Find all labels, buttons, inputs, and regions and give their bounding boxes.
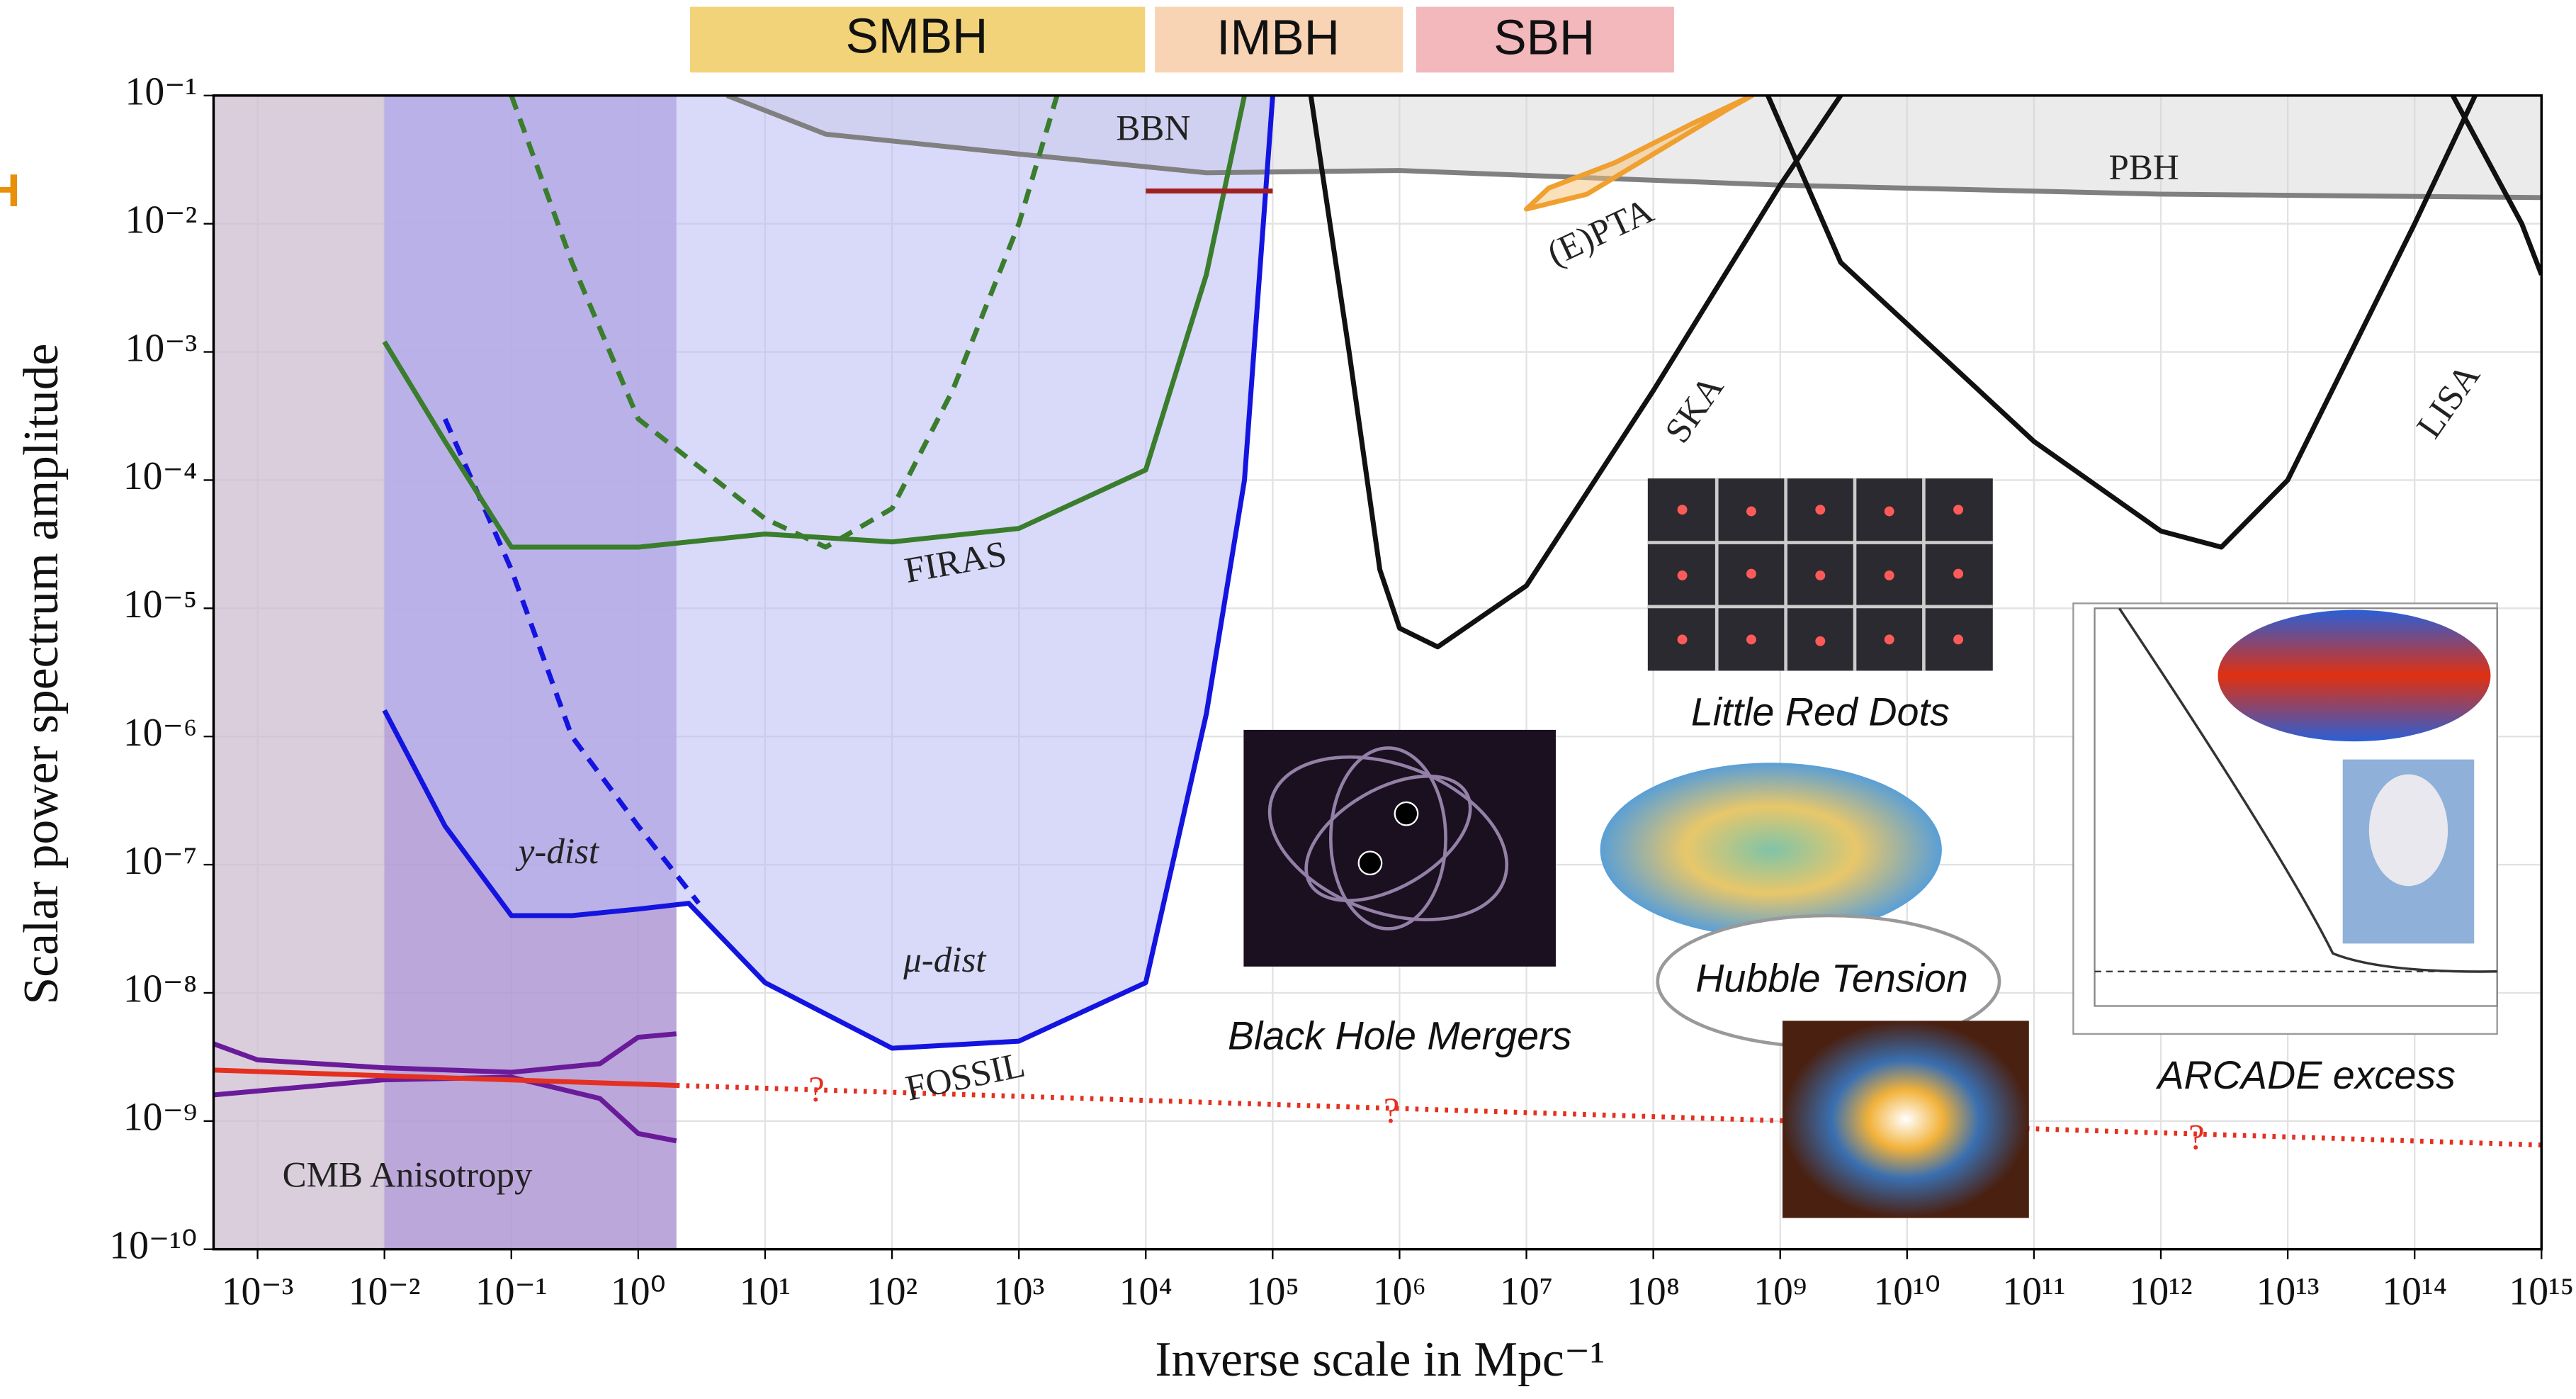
x-tick-label: 10⁰ — [611, 1269, 666, 1313]
x-tick-label: 10¹⁰ — [1873, 1269, 1941, 1313]
y-tick-label: 10⁻¹ — [125, 70, 198, 114]
x-tick-label: 10⁵ — [1246, 1269, 1299, 1313]
y-tick-label: 10⁻⁵ — [123, 583, 197, 627]
x-tick-label: 10⁴ — [1119, 1269, 1173, 1313]
x-tick-label: 10¹⁴ — [2382, 1269, 2447, 1313]
edge-label: H — [0, 164, 20, 216]
curve — [1308, 95, 1843, 650]
curve — [1766, 95, 2478, 550]
curve — [213, 1031, 677, 1075]
contour-region — [1523, 95, 1755, 212]
curve — [725, 95, 2542, 201]
x-tick-label: 10⁹ — [1753, 1269, 1807, 1313]
annotation: μ-dist — [903, 940, 987, 980]
curve — [509, 95, 1060, 550]
curve — [443, 417, 701, 905]
y-tick-label: 10⁻⁴ — [123, 454, 197, 498]
annotation: ? — [1384, 1091, 1400, 1131]
band-box — [1416, 6, 1674, 73]
x-tick-label: 10⁷ — [1500, 1269, 1553, 1313]
x-tick-label: 10⁶ — [1373, 1269, 1426, 1313]
x-tick-label: 10⁻¹ — [475, 1269, 548, 1313]
y-tick-label: 10⁻³ — [125, 326, 198, 370]
y-axis-label: Scalar power spectrum amplitude — [14, 344, 69, 1005]
image-caption: Little Red Dots — [1691, 690, 1950, 734]
annotation: LISA — [2410, 356, 2488, 445]
annotation: ? — [808, 1070, 825, 1110]
x-tick-label: 10² — [866, 1269, 917, 1313]
curve — [382, 95, 1275, 1051]
band-label: SBH — [1493, 10, 1595, 65]
x-tick-label: 10⁻² — [349, 1269, 421, 1313]
annotation: ? — [2188, 1118, 2205, 1157]
curve — [213, 1074, 677, 1144]
curve — [382, 95, 1247, 550]
x-tick-label: 10¹ — [740, 1269, 791, 1313]
axes-frame — [212, 94, 2543, 1251]
annotation: CMB Anisotropy — [283, 1156, 533, 1196]
band-label: IMBH — [1216, 10, 1340, 65]
curve — [2451, 95, 2542, 276]
band-box — [689, 6, 1146, 73]
arcade-inset-image — [2072, 602, 2498, 1035]
little-red-dots-image — [1647, 478, 1993, 671]
y-tick-label: 10⁻⁷ — [123, 839, 197, 883]
annotation: FOSSIL — [903, 1045, 1029, 1109]
shaded-area — [384, 95, 1273, 1049]
x-tick-label: 10⁻³ — [222, 1269, 294, 1313]
y-tick-label: 10⁻² — [125, 198, 198, 242]
curve — [213, 1067, 677, 1088]
annotation: BBN — [1116, 109, 1190, 149]
image-caption: Black Hole Mergers — [1228, 1014, 1571, 1058]
nebula-image — [1782, 1021, 2029, 1218]
annotation: PBH — [2109, 148, 2179, 188]
x-tick-label: 10¹² — [2130, 1269, 2193, 1313]
y-tick-label: 10⁻⁹ — [123, 1096, 197, 1140]
image-caption: Hubble Tension — [1695, 956, 1968, 1000]
y-tick-label: 10⁻⁸ — [123, 967, 197, 1011]
image-caption: ARCADE excess — [2155, 1053, 2456, 1097]
x-axis-label: Inverse scale in Mpc⁻¹ — [1155, 1332, 1605, 1387]
x-tick-label: 10³ — [993, 1269, 1044, 1313]
y-tick-label: 10⁻⁶ — [123, 711, 197, 755]
annotation: y-dist — [515, 832, 600, 872]
x-tick-label: 10¹¹ — [2002, 1269, 2065, 1313]
x-tick-label: 10¹³ — [2256, 1269, 2320, 1313]
black-hole-merger-image — [1243, 729, 1556, 967]
x-tick-label: 10¹⁵ — [2509, 1269, 2574, 1313]
x-tick-label: 10⁸ — [1627, 1269, 1680, 1313]
annotation: SKA — [1658, 369, 1732, 451]
y-tick-label: 10⁻¹⁰ — [109, 1223, 197, 1267]
band-box — [1155, 6, 1403, 73]
cmb-map-image — [1600, 763, 1942, 938]
band-label: SMBH — [845, 8, 988, 63]
